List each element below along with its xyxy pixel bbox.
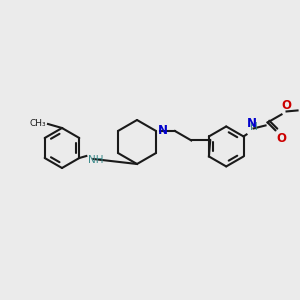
Text: N: N [247,117,256,130]
Text: N: N [158,124,168,136]
Text: NH: NH [88,155,104,165]
Text: O: O [281,99,292,112]
Text: H: H [250,122,257,132]
Text: CH₃: CH₃ [29,118,46,127]
Text: O: O [277,132,286,146]
